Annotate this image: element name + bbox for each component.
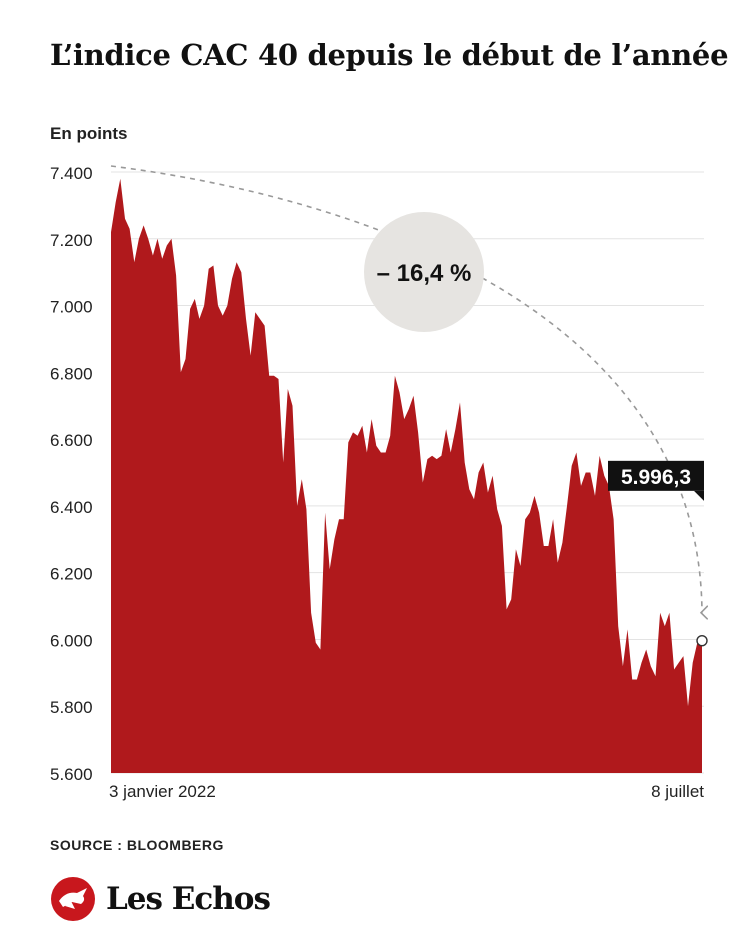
last-value-callout [608,460,704,491]
chart-title: L’indice CAC 40 depuis le début de l’ann… [50,38,729,72]
trend-arrow [110,165,702,613]
y-axis-unit-label: En points [50,124,128,143]
callout-pointer [694,490,704,501]
y-tick-label: 6.600 [50,431,93,450]
x-end-label: 8 juillet [651,782,704,801]
y-tick-label: 7.000 [50,298,93,317]
source-note: SOURCE : BLOOMBERG [50,837,224,853]
y-tick-label: 7.200 [50,231,93,250]
y-tick-label: 6.200 [50,565,93,584]
les-echos-logo: Les Echos [50,876,271,922]
les-echos-emblem-icon [51,877,95,921]
change-label: – 16,4 % [377,260,472,287]
y-tick-label: 7.400 [50,164,93,183]
cac40-area-chart: 7.400 7.200 7.000 6.800 6.600 6.400 6.200 6.000… [50,164,750,801]
last-point-marker [696,634,708,647]
series-area [111,178,702,773]
y-tick-label: 6.000 [50,631,93,650]
last-value-label: 5.996,3 [621,466,691,489]
change-badge [364,212,484,332]
y-tick-label: 6.800 [50,364,93,383]
x-start-label: 3 janvier 2022 [109,782,216,801]
y-tick-label: 6.400 [50,498,93,517]
brand-name: Les Echos [106,881,271,917]
y-tick-label: 5.800 [50,698,93,717]
y-tick-label: 5.600 [50,765,93,784]
